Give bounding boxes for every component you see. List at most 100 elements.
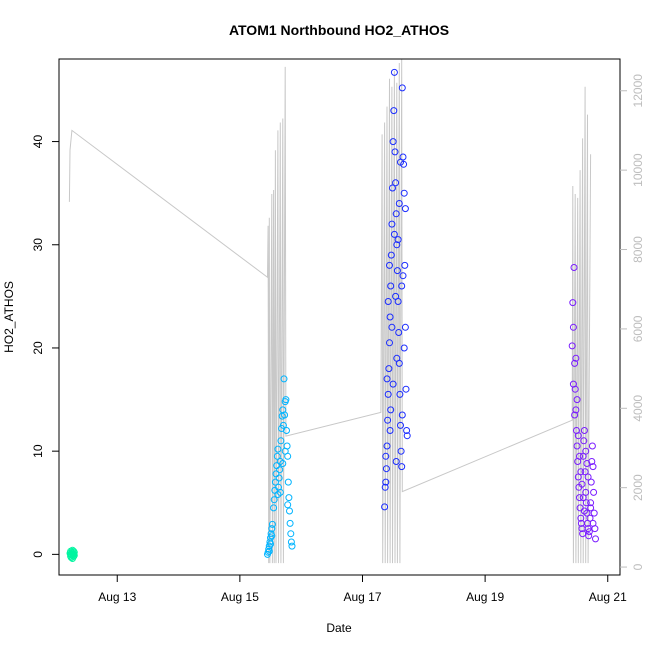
data-point: [395, 329, 403, 336]
data-point: [279, 421, 287, 429]
data-point: [577, 514, 585, 522]
data-point: [569, 323, 577, 331]
y2-tick-label: 0: [631, 563, 645, 570]
data-point: [389, 380, 397, 388]
data-point: [386, 313, 394, 321]
data-point: [400, 344, 408, 352]
data-point: [284, 501, 292, 509]
data-point: [580, 437, 588, 445]
data-point: [572, 354, 580, 362]
data-point: [382, 452, 390, 460]
data-point: [386, 261, 393, 269]
data-point: [584, 473, 592, 481]
data-point: [70, 550, 78, 558]
data-point: [283, 427, 290, 434]
x-tick-label: Aug 13: [98, 590, 136, 604]
data-point: [587, 478, 595, 486]
data-point: [273, 452, 281, 460]
data-point: [281, 411, 289, 419]
data-point: [402, 385, 410, 393]
data-point: [588, 442, 596, 450]
plot-frame: [58, 58, 621, 576]
data-point: [382, 465, 390, 473]
y-tick-label: 40: [31, 135, 45, 149]
data-point: [577, 468, 585, 476]
data-point: [401, 323, 409, 331]
data-point: [392, 210, 400, 218]
data-point: [395, 200, 403, 207]
data-point: [578, 480, 586, 488]
data-point: [401, 205, 409, 213]
data-point: [392, 292, 400, 300]
data-point: [280, 375, 288, 383]
y2-tick-label: 2000: [631, 474, 645, 501]
data-point: [569, 380, 577, 388]
data-point: [281, 447, 289, 455]
y2-axis: 0 2000 4000 6000 8000 10000 12000: [620, 74, 645, 570]
data-point: [398, 411, 406, 419]
data-point: [590, 509, 598, 517]
data-point: [582, 499, 590, 507]
data-point: [392, 179, 400, 187]
data-point: [397, 158, 404, 166]
data-point: [583, 460, 591, 467]
data-point: [391, 148, 399, 156]
data-point: [390, 68, 398, 76]
data-point: [393, 354, 401, 362]
data-point: [287, 538, 295, 546]
data-point: [396, 390, 404, 398]
x-axis-label: Date: [326, 621, 352, 635]
y2-tick-label: 10000: [631, 153, 645, 187]
data-point: [399, 272, 407, 280]
data-point: [267, 540, 274, 548]
data-point: [569, 299, 577, 307]
y2-tick-label: 8000: [631, 236, 645, 263]
data-point: [270, 496, 278, 504]
data-point: [392, 458, 400, 465]
data-point: [403, 432, 411, 440]
data-point: [385, 365, 393, 373]
data-point: [286, 519, 294, 527]
data-point: [386, 427, 394, 434]
data-point: [589, 463, 597, 471]
data-point: [584, 525, 592, 533]
data-point: [576, 452, 583, 460]
x-tick-label: Aug 17: [343, 590, 381, 604]
data-point: [587, 499, 595, 507]
data-point: [580, 507, 588, 515]
y-axis-label: HO2_ATHOS: [2, 281, 16, 353]
data-point: [383, 442, 391, 450]
data-point: [274, 445, 282, 453]
data-point: [571, 411, 579, 419]
data-point: [389, 184, 396, 192]
data-point: [398, 84, 406, 92]
data-point: [574, 432, 582, 440]
data-point: [585, 532, 593, 540]
data-point: [277, 437, 285, 445]
data-point: [568, 342, 576, 350]
chart-title: ATOM1 Northbound HO2_ATHOS: [229, 22, 449, 38]
data-point: [265, 547, 273, 555]
data-point: [276, 488, 284, 496]
data-point: [383, 375, 391, 383]
data-point: [268, 532, 276, 540]
data-point: [275, 474, 283, 482]
y-tick-label: 10: [31, 444, 45, 458]
altitude-series: [68, 58, 592, 564]
data-point: [388, 220, 396, 228]
data-point: [384, 298, 392, 305]
data-point: [585, 528, 593, 536]
data-point: [573, 396, 581, 404]
data-point: [279, 460, 287, 467]
data-point: [589, 519, 597, 527]
data-point: [570, 264, 578, 271]
data-point: [381, 503, 389, 511]
data-point: [582, 447, 590, 455]
y2-tick-label: 4000: [631, 395, 645, 422]
altitude-line: [68, 58, 592, 564]
data-point: [69, 549, 76, 557]
data-point: [400, 189, 408, 197]
y-tick-label: 20: [31, 341, 45, 355]
x-axis: Aug 13 Aug 15 Aug 17 Aug 19 Aug 21: [98, 575, 627, 604]
